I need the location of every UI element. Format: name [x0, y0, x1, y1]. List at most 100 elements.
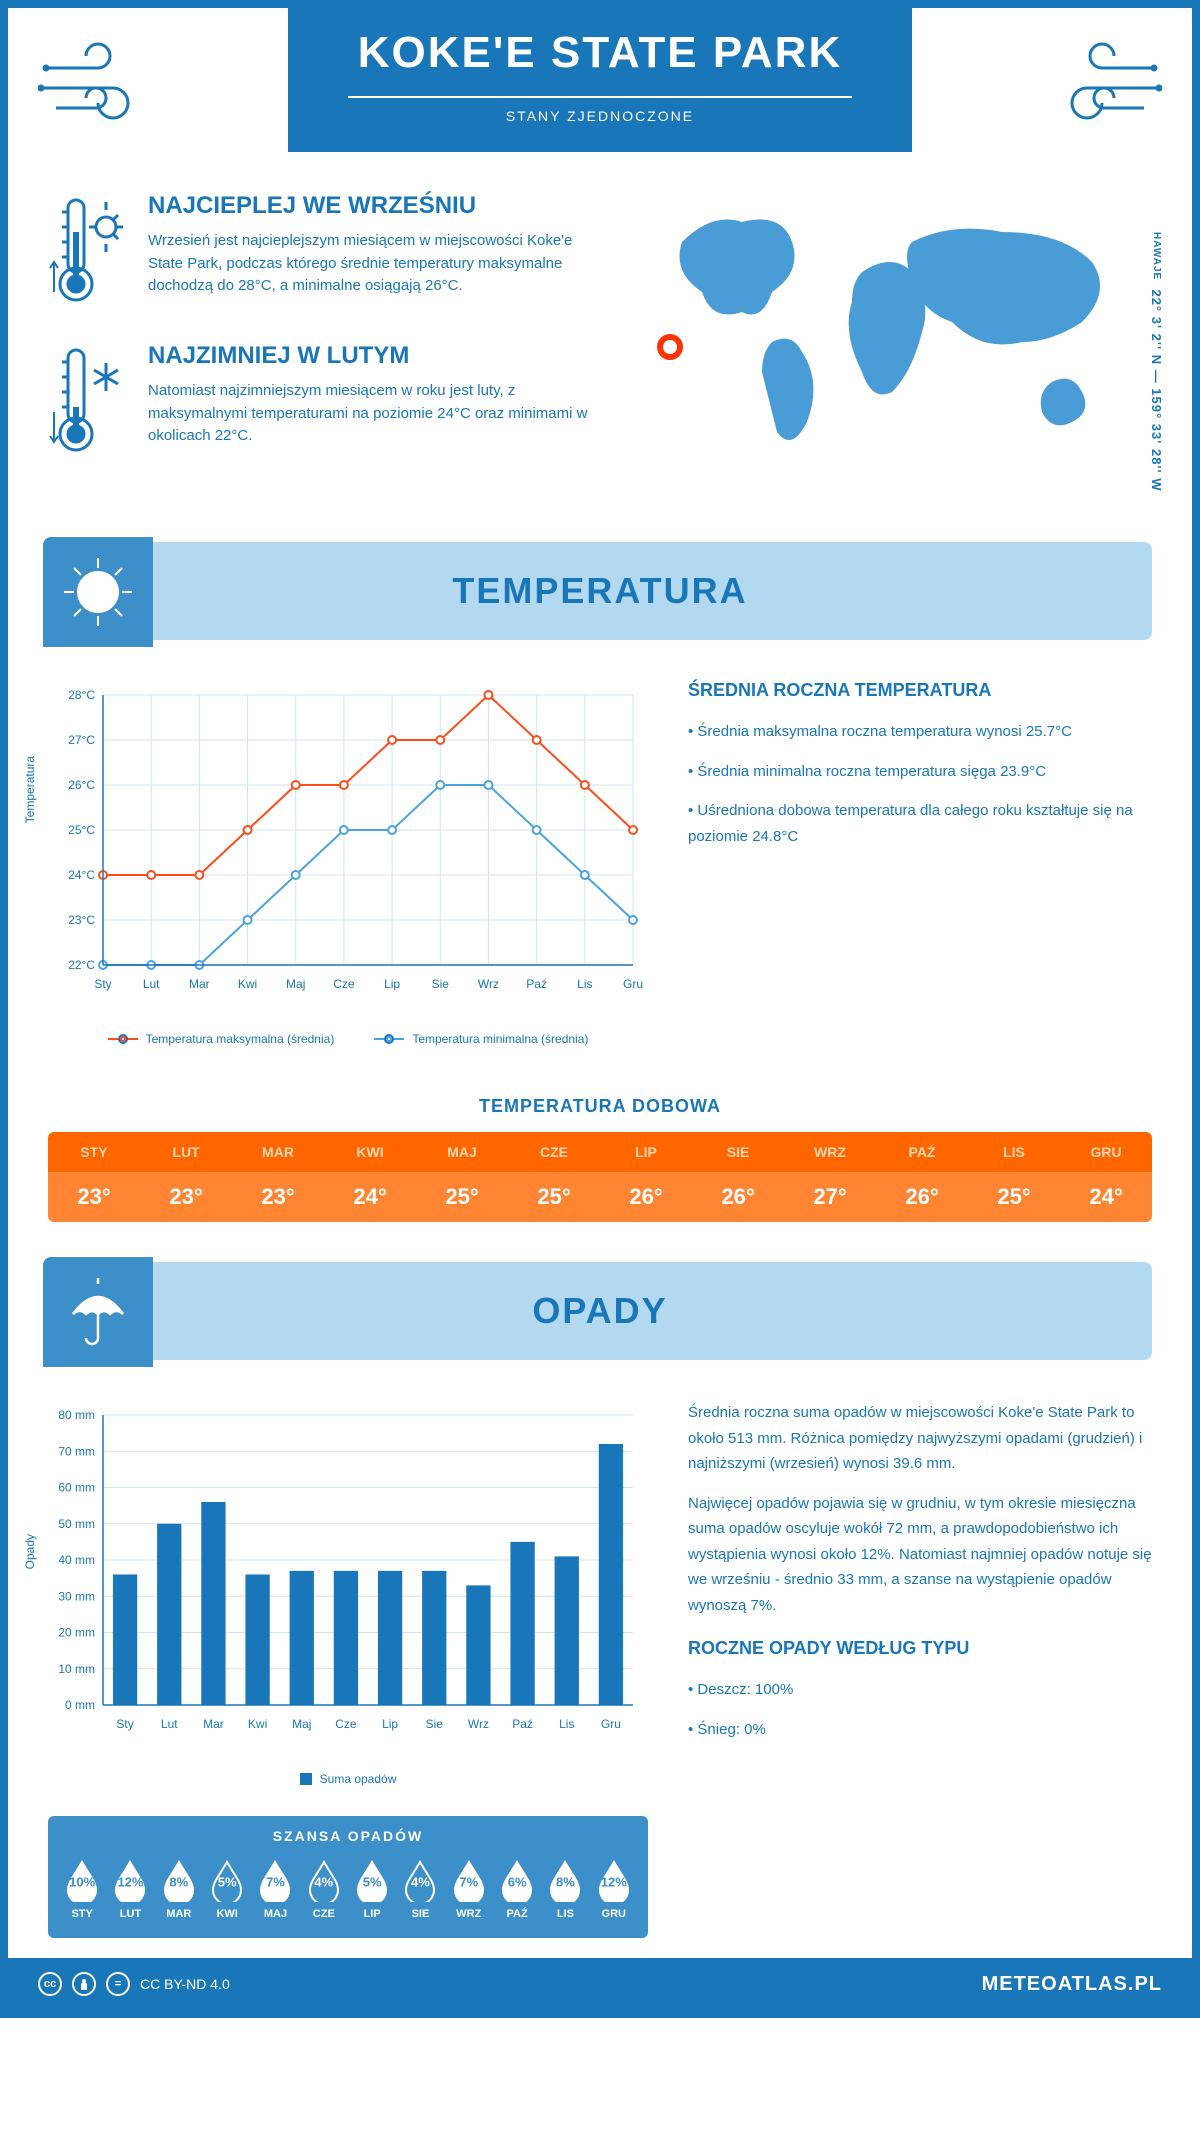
- svg-text:Kwi: Kwi: [238, 977, 257, 991]
- daily-month: SIE: [692, 1132, 784, 1172]
- daily-value: 24°: [324, 1172, 416, 1222]
- temp-bullet: • Średnia maksymalna roczna temperatura …: [688, 719, 1152, 745]
- chance-drop: 4% SIE: [398, 1858, 442, 1920]
- svg-text:Paź: Paź: [512, 1717, 533, 1731]
- temp-legend: Temperatura maksymalna (średnia) Tempera…: [48, 1032, 648, 1046]
- svg-text:70 mm: 70 mm: [58, 1444, 95, 1458]
- page-title: KOKE'E STATE PARK: [288, 28, 912, 78]
- svg-text:25°C: 25°C: [68, 823, 95, 837]
- svg-text:80 mm: 80 mm: [58, 1408, 95, 1422]
- svg-text:Lis: Lis: [559, 1717, 574, 1731]
- precip-type-title: ROCZNE OPADY WEDŁUG TYPU: [688, 1638, 1152, 1659]
- precip-type-bullet: • Śnieg: 0%: [688, 1717, 1152, 1743]
- svg-text:Kwi: Kwi: [248, 1717, 267, 1731]
- svg-text:Sty: Sty: [94, 977, 111, 991]
- daily-temp-table: STYLUTMARKWIMAJCZELIPSIEWRZPAŹLISGRU 23°…: [48, 1132, 1152, 1222]
- daily-month: LIS: [968, 1132, 1060, 1172]
- chance-drop: 10% STY: [60, 1858, 104, 1920]
- svg-text:10 mm: 10 mm: [58, 1662, 95, 1676]
- svg-text:Cze: Cze: [333, 977, 355, 991]
- warmest-title: NAJCIEPLEJ WE WRZEŚNIU: [148, 192, 602, 220]
- wind-icon: [1042, 38, 1162, 128]
- daily-month: LIP: [600, 1132, 692, 1172]
- svg-text:Maj: Maj: [286, 977, 305, 991]
- daily-month: MAJ: [416, 1132, 508, 1172]
- svg-text:24°C: 24°C: [68, 868, 95, 882]
- svg-text:28°C: 28°C: [68, 688, 95, 702]
- daily-temp-title: TEMPERATURA DOBOWA: [8, 1096, 1192, 1117]
- nd-icon: =: [106, 1972, 130, 1996]
- svg-text:40 mm: 40 mm: [58, 1553, 95, 1567]
- wind-icon: [38, 38, 158, 128]
- chance-drop: 5% LIP: [350, 1858, 394, 1920]
- temp-bullet: • Uśredniona dobowa temperatura dla całe…: [688, 798, 1152, 849]
- daily-value: 23°: [48, 1172, 140, 1222]
- svg-text:Cze: Cze: [335, 1717, 357, 1731]
- daily-month: MAR: [232, 1132, 324, 1172]
- svg-text:26°C: 26°C: [68, 778, 95, 792]
- cc-icon: cc: [38, 1972, 62, 1996]
- svg-text:Mar: Mar: [203, 1717, 224, 1731]
- svg-text:20 mm: 20 mm: [58, 1626, 95, 1640]
- sun-icon: [43, 537, 153, 647]
- svg-text:Lip: Lip: [382, 1717, 398, 1731]
- temp-info-title: ŚREDNIA ROCZNA TEMPERATURA: [688, 680, 1152, 701]
- daily-value: 24°: [1060, 1172, 1152, 1222]
- svg-text:Sty: Sty: [116, 1717, 133, 1731]
- chance-drop: 8% MAR: [157, 1858, 201, 1920]
- svg-text:Paź: Paź: [526, 977, 547, 991]
- daily-value: 27°: [784, 1172, 876, 1222]
- svg-text:30 mm: 30 mm: [58, 1589, 95, 1603]
- daily-month: WRZ: [784, 1132, 876, 1172]
- precip-text: Średnia roczna suma opadów w miejscowośc…: [688, 1400, 1152, 1477]
- license-text: CC BY-ND 4.0: [140, 1976, 230, 1992]
- svg-text:Maj: Maj: [292, 1717, 311, 1731]
- by-icon: [72, 1972, 96, 1996]
- page-header: KOKE'E STATE PARK STANY ZJEDNOCZONE: [288, 8, 912, 152]
- daily-month: GRU: [1060, 1132, 1152, 1172]
- daily-value: 25°: [508, 1172, 600, 1222]
- chance-drop: 4% CZE: [302, 1858, 346, 1920]
- svg-text:Lip: Lip: [384, 977, 400, 991]
- daily-value: 23°: [232, 1172, 324, 1222]
- page-footer: cc = CC BY-ND 4.0 METEOATLAS.PL: [8, 1958, 1192, 2010]
- precip-text: Najwięcej opadów pojawia się w grudniu, …: [688, 1491, 1152, 1619]
- page-subtitle: STANY ZJEDNOCZONE: [348, 96, 852, 124]
- coordinates: HAWAJE 22° 3' 2'' N — 159° 33' 28'' W: [1149, 232, 1164, 492]
- chance-drop: 12% LUT: [108, 1858, 152, 1920]
- thermometer-hot-icon: [48, 192, 128, 312]
- precip-legend: Suma opadów: [48, 1772, 648, 1786]
- svg-text:23°C: 23°C: [68, 913, 95, 927]
- chance-drop: 8% LIS: [543, 1858, 587, 1920]
- daily-month: LUT: [140, 1132, 232, 1172]
- temperature-section-header: TEMPERATURA: [48, 542, 1152, 640]
- daily-month: CZE: [508, 1132, 600, 1172]
- precip-chance-panel: SZANSA OPADÓW 10% STY 12% LUT 8% MAR 5% …: [48, 1816, 648, 1938]
- daily-month: STY: [48, 1132, 140, 1172]
- svg-text:Wrz: Wrz: [478, 977, 499, 991]
- daily-value: 26°: [692, 1172, 784, 1222]
- coldest-title: NAJZIMNIEJ W LUTYM: [148, 342, 602, 370]
- precipitation-section-header: OPADY: [48, 1262, 1152, 1360]
- svg-text:Wrz: Wrz: [468, 1717, 489, 1731]
- thermometer-cold-icon: [48, 342, 128, 462]
- chance-drop: 5% KWI: [205, 1858, 249, 1920]
- chance-drop: 6% PAŹ: [495, 1858, 539, 1920]
- svg-text:60 mm: 60 mm: [58, 1481, 95, 1495]
- temp-bullet: • Średnia minimalna roczna temperatura s…: [688, 759, 1152, 785]
- brand: METEOATLAS.PL: [982, 1973, 1162, 1996]
- coldest-text: Natomiast najzimniejszym miesiącem w rok…: [148, 380, 602, 448]
- svg-text:Lut: Lut: [143, 977, 160, 991]
- svg-text:Sie: Sie: [426, 1717, 444, 1731]
- warmest-text: Wrzesień jest najcieplejszym miesiącem w…: [148, 230, 602, 298]
- svg-text:Lis: Lis: [577, 977, 592, 991]
- temperature-line-chart: Temperatura 22°C23°C24°C25°C26°C27°C28°C…: [48, 680, 648, 1020]
- daily-value: 23°: [140, 1172, 232, 1222]
- svg-text:Sie: Sie: [432, 977, 450, 991]
- svg-text:22°C: 22°C: [68, 958, 95, 972]
- daily-value: 26°: [600, 1172, 692, 1222]
- daily-value: 26°: [876, 1172, 968, 1222]
- chance-drop: 7% MAJ: [253, 1858, 297, 1920]
- daily-value: 25°: [968, 1172, 1060, 1222]
- world-map: [632, 192, 1152, 472]
